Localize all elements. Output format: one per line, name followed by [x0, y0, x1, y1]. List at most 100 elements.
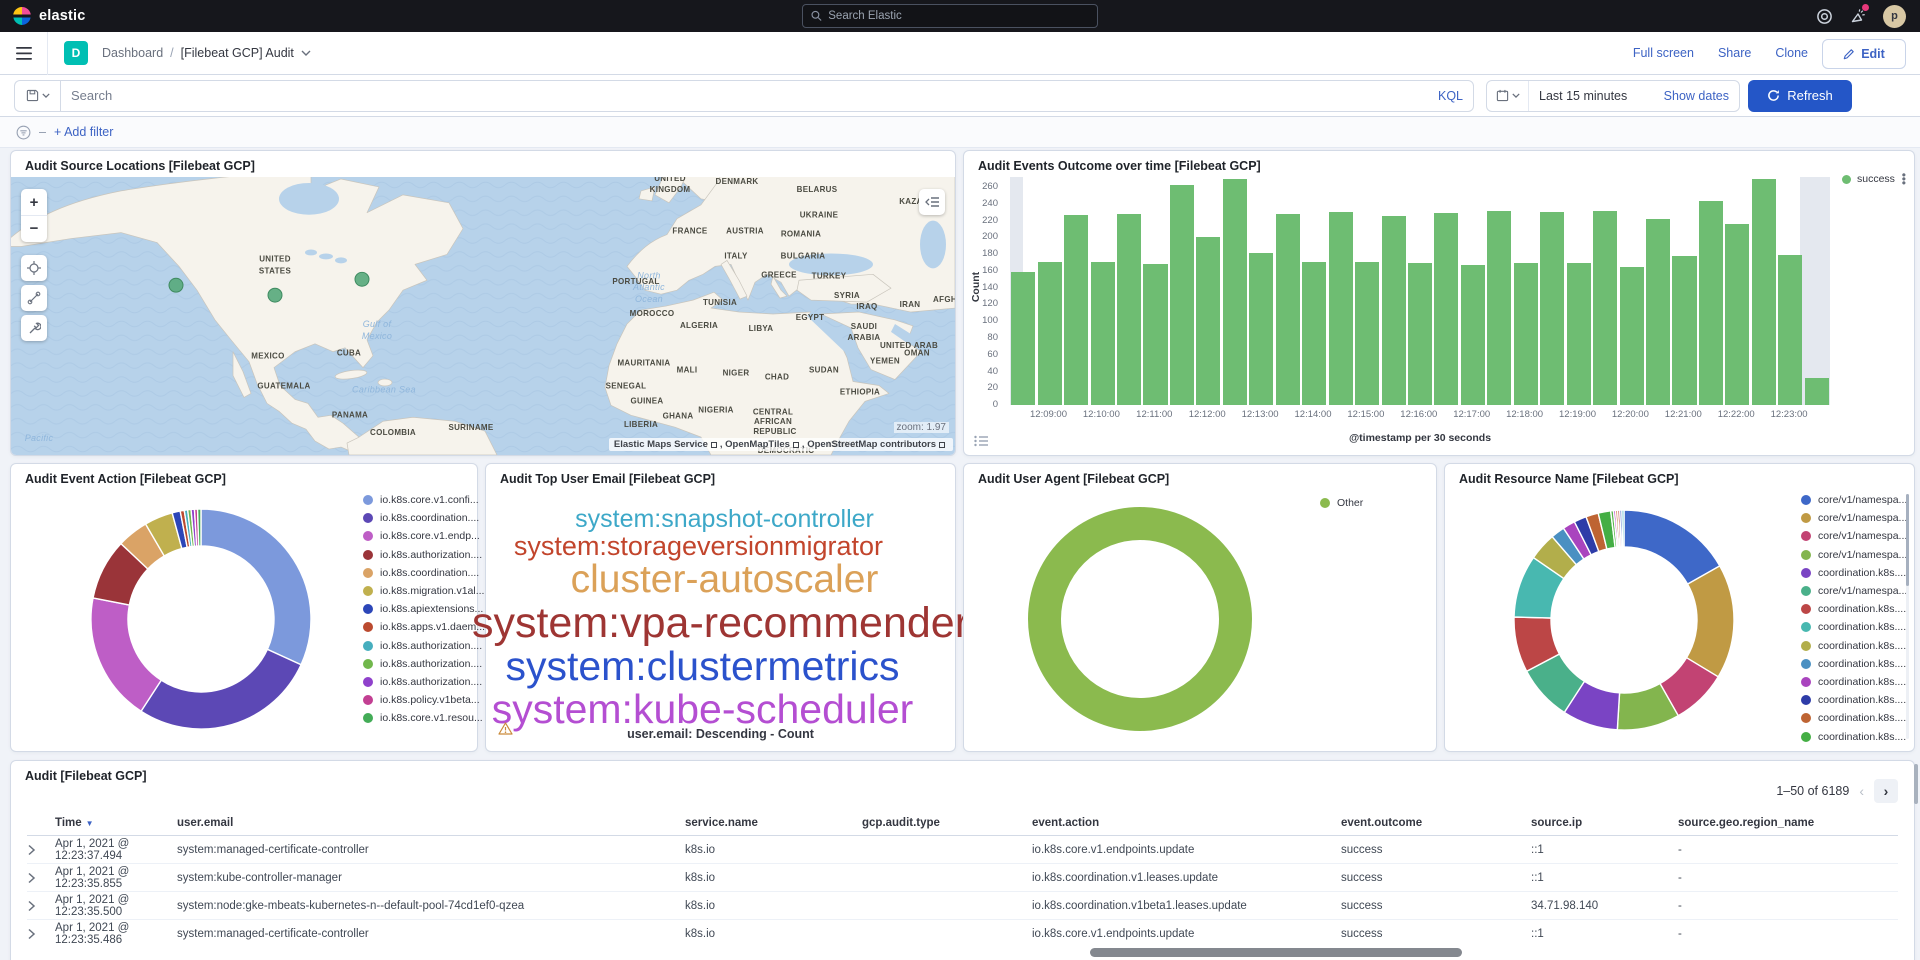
column-header[interactable]: event.outcome: [1341, 817, 1423, 829]
legend-item[interactable]: core/v1/namespa...: [1801, 491, 1907, 509]
legend-item[interactable]: coordination.k8s....: [1801, 618, 1907, 636]
bar[interactable]: [1037, 261, 1062, 405]
tag-cloud-word[interactable]: system:vpa-recommender: [471, 598, 970, 647]
bar[interactable]: [1751, 178, 1776, 405]
expand-row-icon[interactable]: [27, 928, 55, 940]
chevron-down-icon[interactable]: [301, 50, 311, 56]
bar[interactable]: [1249, 253, 1274, 405]
edit-button[interactable]: Edit: [1822, 39, 1906, 69]
legend-item[interactable]: io.k8s.core.v1.endp...: [363, 527, 485, 545]
legend-item[interactable]: io.k8s.migration.v1al...: [363, 582, 485, 600]
bar[interactable]: [1275, 213, 1300, 405]
legend-item[interactable]: io.k8s.apps.v1.daem...: [363, 618, 485, 636]
legend-item[interactable]: io.k8s.apiextensions...: [363, 600, 485, 618]
bar[interactable]: [1143, 264, 1168, 405]
donut-slice[interactable]: [1621, 509, 1625, 548]
clone-button[interactable]: Clone: [1775, 46, 1808, 60]
column-header[interactable]: source.ip: [1531, 817, 1583, 829]
donut-slice[interactable]: [1028, 507, 1252, 731]
bar[interactable]: [1196, 237, 1221, 405]
legend-item[interactable]: io.k8s.coordination....: [363, 564, 485, 582]
legend-item[interactable]: io.k8s.authorization....: [363, 655, 485, 673]
panel-title[interactable]: Audit [Filebeat GCP]: [25, 769, 147, 783]
world-map[interactable]: UNITED STATES MEXICO CUBA GUATEMALA PANAMA COL…: [11, 177, 955, 455]
vertical-scrollbar[interactable]: [1914, 764, 1918, 804]
filter-icon[interactable]: [16, 125, 31, 140]
horizontal-scrollbar[interactable]: [1090, 948, 1462, 957]
legend-item[interactable]: io.k8s.policy.v1beta...: [363, 691, 485, 709]
bar[interactable]: [1513, 263, 1538, 405]
legend-item[interactable]: core/v1/namespa...: [1801, 527, 1907, 545]
legend-item[interactable]: coordination.k8s....: [1801, 637, 1907, 655]
panel-title[interactable]: Audit User Agent [Filebeat GCP]: [978, 472, 1170, 486]
panel-title[interactable]: Audit Source Locations [Filebeat GCP]: [25, 159, 255, 173]
zoom-out-button[interactable]: −: [21, 215, 47, 241]
bar[interactable]: [1778, 255, 1803, 405]
donut-slice[interactable]: [140, 648, 302, 730]
donut-slice[interactable]: [1685, 564, 1735, 678]
warning-icon[interactable]: [498, 722, 513, 735]
legend-item[interactable]: io.k8s.authorization....: [363, 546, 485, 564]
help-icon[interactable]: [1815, 7, 1833, 25]
column-header[interactable]: source.geo.region_name: [1678, 817, 1815, 829]
panel-title[interactable]: Audit Top User Email [Filebeat GCP]: [500, 472, 716, 486]
attribution-osm[interactable]: OpenStreetMap contributors: [807, 439, 936, 450]
bar[interactable]: [1487, 211, 1512, 405]
next-page-icon[interactable]: ›: [1874, 779, 1898, 803]
bar[interactable]: [1566, 263, 1591, 405]
legend-item[interactable]: coordination.k8s....: [1801, 709, 1907, 727]
donut-slice[interactable]: [196, 508, 202, 547]
legend-item[interactable]: io.k8s.authorization....: [363, 673, 485, 691]
refresh-button[interactable]: Refresh: [1748, 79, 1852, 112]
bar[interactable]: [1355, 261, 1380, 405]
time-range-value[interactable]: Last 15 minutes: [1539, 88, 1628, 103]
breadcrumb-dashboard[interactable]: Dashboard: [102, 46, 164, 60]
bar[interactable]: [1302, 261, 1327, 405]
chart-legend[interactable]: success: [1842, 173, 1895, 185]
tag-cloud-word[interactable]: system:storageversionmigrator: [513, 531, 884, 561]
global-search-input[interactable]: [828, 10, 1089, 22]
map-marker[interactable]: [354, 271, 370, 287]
expand-row-icon[interactable]: [27, 844, 55, 856]
bar[interactable]: [1672, 255, 1697, 405]
bar[interactable]: [1011, 271, 1036, 405]
column-header[interactable]: gcp.audit.type: [862, 817, 940, 829]
legend-item[interactable]: coordination.k8s....: [1801, 673, 1907, 691]
map-marker[interactable]: [267, 287, 283, 303]
legend-item[interactable]: coordination.k8s....: [1801, 564, 1907, 582]
map-marker[interactable]: [168, 277, 184, 293]
legend-item[interactable]: coordination.k8s....: [1801, 691, 1907, 709]
bar[interactable]: [1381, 215, 1406, 405]
column-header[interactable]: service.name: [685, 817, 758, 829]
bar[interactable]: [1540, 212, 1565, 405]
bar[interactable]: [1090, 261, 1115, 405]
donut-slice[interactable]: [90, 597, 163, 713]
show-dates-button[interactable]: Show dates: [1663, 88, 1729, 103]
layers-panel-toggle[interactable]: [919, 189, 945, 215]
tag-cloud-word[interactable]: cluster-autoscaler: [570, 558, 879, 602]
legend-toggle-icon[interactable]: [974, 435, 988, 447]
bar[interactable]: [1434, 213, 1459, 405]
newsfeed-icon[interactable]: [1849, 4, 1869, 25]
bar[interactable]: [1117, 213, 1142, 405]
attribution-elastic[interactable]: Elastic Maps Service: [613, 439, 708, 450]
tag-cloud-word[interactable]: system:snapshot-controller: [575, 505, 874, 533]
bar[interactable]: [1407, 263, 1433, 405]
donut-slice[interactable]: [200, 508, 312, 666]
panel-title[interactable]: Audit Resource Name [Filebeat GCP]: [1459, 472, 1679, 486]
bar[interactable]: [1064, 214, 1089, 405]
attribution-openmaptiles[interactable]: OpenMapTiles: [725, 439, 790, 450]
bar[interactable]: [1698, 200, 1723, 405]
bar[interactable]: [1169, 185, 1194, 405]
query-input[interactable]: [71, 88, 1438, 103]
legend-item[interactable]: Other: [1320, 494, 1363, 512]
kql-selector[interactable]: KQL: [1437, 88, 1463, 103]
dashboard-app-badge[interactable]: D: [64, 41, 88, 65]
expand-row-icon[interactable]: [27, 900, 55, 912]
bar[interactable]: [1593, 211, 1618, 405]
elastic-brand[interactable]: elastic: [0, 6, 86, 26]
donut-slice[interactable]: [1623, 509, 1721, 586]
tag-cloud-word[interactable]: system:kube-scheduler: [491, 685, 914, 732]
zoom-in-button[interactable]: +: [29, 193, 39, 211]
measure-tool-button[interactable]: [21, 285, 47, 311]
